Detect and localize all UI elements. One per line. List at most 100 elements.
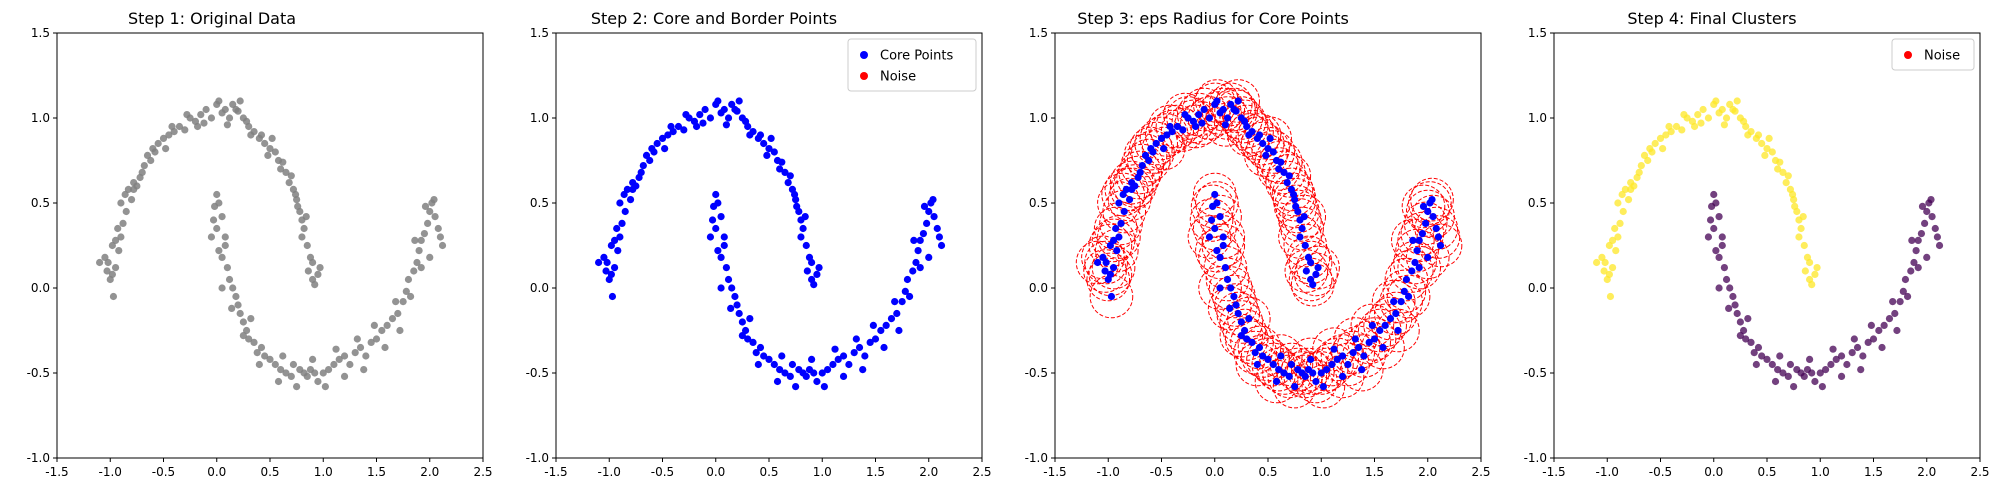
data-point [880,343,888,352]
data-point [607,270,615,278]
y-tick-label: 0.0 [530,281,549,295]
eps-circle [1171,99,1216,144]
eps-circle [1075,240,1120,285]
plot-area [1593,97,1944,391]
data-point [271,148,279,156]
x-tick-label: 1.5 [866,465,885,479]
data-point [1280,168,1288,176]
data-point [1832,355,1840,363]
data-point [708,216,717,224]
data-point [1408,267,1416,275]
eps-circle [1401,184,1446,229]
data-point [1859,352,1867,360]
data-point [430,196,438,204]
data-point [1094,258,1102,267]
data-point [1419,202,1428,210]
data-point [788,360,797,369]
legend-box [847,38,977,92]
data-point [1612,247,1620,255]
data-point [595,258,603,267]
eps-circle [1219,300,1264,344]
data-point [1601,258,1609,267]
data-point [834,355,842,363]
eps-circle [1312,327,1356,372]
data-point [1850,335,1858,343]
eps-circle [1410,177,1454,222]
data-point [314,270,322,278]
axes-frame [1054,32,1482,459]
data-point [279,352,287,360]
data-point [1314,264,1322,272]
data-point [115,247,123,255]
data-point [797,233,805,241]
y-tick-label: 1.0 [530,111,549,125]
data-point [1227,284,1235,292]
data-point [810,369,818,377]
data-point [905,292,914,301]
y-tick-label: -1.0 [526,451,549,465]
data-point [738,318,746,326]
data-point [1912,247,1920,255]
data-point [1776,158,1784,166]
data-point [1338,352,1347,360]
data-point [1213,199,1221,207]
data-point [1605,270,1613,278]
eps-circle [1198,266,1242,310]
data-point [717,284,725,292]
data-point [261,139,269,148]
data-point [1776,352,1784,360]
data-point [1134,173,1142,182]
data-point [277,366,285,374]
data-point [614,247,622,255]
data-point [818,369,826,377]
data-point [291,190,300,199]
y-tick-label: -0.5 [1524,366,1547,380]
x-tick-label: 1.0 [1312,465,1331,479]
data-point [639,162,647,170]
x-tick-label: 2.5 [1970,465,1989,479]
x-tick-label: 1.0 [1811,465,1830,479]
data-point [790,190,799,199]
data-point [1848,349,1856,357]
eps-circle [1222,99,1267,144]
data-point [236,309,244,318]
data-point [294,202,302,210]
panel-3: Step 3: eps Radius for Core Points -1.5-… [1025,9,1491,479]
x-tick-label: 0.0 [706,465,725,479]
data-point [1424,207,1432,216]
data-point [613,224,621,233]
data-point [1758,352,1766,360]
y-tick-label: 1.0 [1528,111,1547,125]
data-point [1415,264,1423,272]
data-point [1101,267,1109,275]
data-point [1795,233,1803,241]
data-point [714,199,722,207]
data-point [221,105,229,114]
data-point [1742,335,1750,343]
eps-circle [1397,245,1442,290]
data-point [1312,377,1320,386]
x-tick-label: 0.5 [1757,465,1776,479]
panel-2: Step 2: Core and Border Points -1.5 -1.0-… [526,9,992,479]
data-point [300,224,308,233]
data-point [923,219,931,227]
data-point [1827,360,1835,369]
data-point [1782,179,1790,187]
eps-circle [1244,133,1288,178]
data-point [933,224,941,233]
data-point [1616,219,1624,227]
data-point [1309,369,1317,377]
data-point [1106,270,1114,278]
data-point [1381,321,1389,329]
data-point [1309,281,1317,289]
data-point [1338,372,1347,380]
data-point [1354,343,1363,352]
data-point [1690,122,1699,131]
data-point [1216,284,1224,292]
data-point [1720,264,1728,272]
x-tick-label: -1.5 [45,465,68,479]
data-point [1365,338,1373,346]
x-tick-label: 2.0 [919,465,938,479]
eps-circle [1116,155,1160,200]
data-point [1736,318,1744,326]
